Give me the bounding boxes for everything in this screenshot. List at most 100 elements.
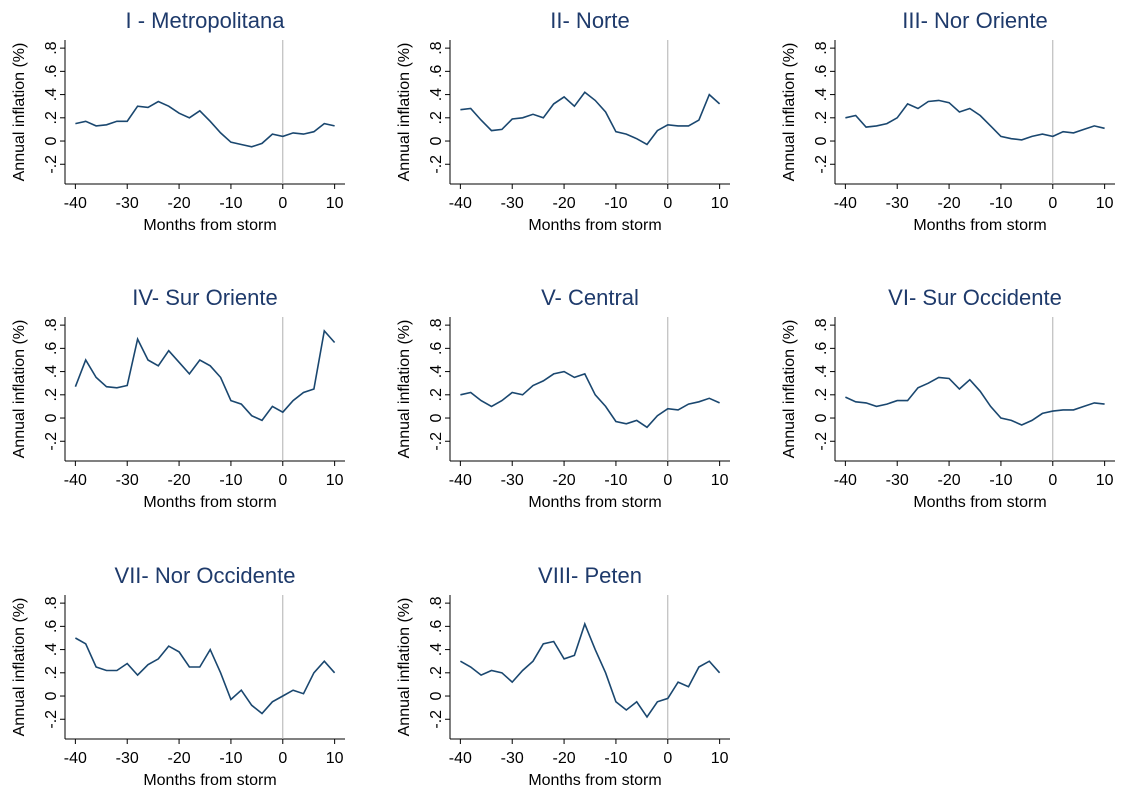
y-tick-label: 0	[43, 136, 60, 145]
y-axis-title: Annual inflation (%)	[396, 320, 413, 459]
panel: I - Metropolitana -.2 0 .2 .4 .6 .8 -40 -30 -20 -1…	[11, 8, 345, 234]
panel-title: V- Central	[541, 285, 639, 310]
x-tick-label: 0	[1048, 472, 1057, 489]
y-tick-label: .4	[43, 88, 60, 101]
x-tick-label: 10	[711, 750, 729, 767]
x-tick-label: -20	[168, 750, 191, 767]
x-tick-label: 0	[663, 750, 672, 767]
x-tick-label: 0	[278, 195, 287, 212]
panel: II- Norte -.2 0 .2 .4 .6 .8 -40 -30 -20 -10 0 10 Mont…	[396, 8, 730, 234]
y-tick-label: .4	[428, 88, 445, 101]
x-tick-label: -40	[834, 472, 857, 489]
x-tick-label: 10	[326, 750, 344, 767]
panel: III- Nor Oriente -.2 0 .2 .4 .6 .8 -40 -30 -20 -10…	[781, 8, 1115, 234]
y-tick-label: .6	[813, 65, 830, 78]
x-axis-title: Months from storm	[913, 217, 1046, 234]
x-tick-label: -30	[501, 195, 524, 212]
x-axis-title: Months from storm	[143, 217, 276, 234]
y-tick-label: 0	[428, 413, 445, 422]
y-tick-label: -.2	[428, 710, 445, 729]
x-tick-label: 0	[1048, 195, 1057, 212]
panel-title: VI- Sur Occidente	[888, 285, 1062, 310]
x-tick-label: -10	[989, 472, 1012, 489]
y-tick-label: .8	[813, 41, 830, 54]
panel-title: III- Nor Oriente	[902, 8, 1047, 33]
panel: VI- Sur Occidente -.2 0 .2 .4 .6 .8 -40 -30 -20 -1…	[781, 285, 1115, 511]
y-tick-label: .8	[43, 41, 60, 54]
x-tick-label: -20	[938, 195, 961, 212]
y-tick-label: .4	[813, 88, 830, 101]
x-tick-label: 0	[278, 750, 287, 767]
y-tick-label: .6	[428, 65, 445, 78]
x-tick-label: -30	[116, 472, 139, 489]
y-tick-label: -.2	[428, 155, 445, 174]
y-tick-label: 0	[813, 136, 830, 145]
y-tick-label: .8	[43, 318, 60, 331]
y-tick-label: .4	[428, 365, 445, 378]
y-tick-label: .2	[428, 111, 445, 124]
y-axis-title: Annual inflation (%)	[11, 43, 28, 182]
x-tick-label: -20	[553, 750, 576, 767]
y-axis-title: Annual inflation (%)	[396, 598, 413, 737]
y-tick-label: .2	[428, 666, 445, 679]
y-tick-label: .4	[43, 365, 60, 378]
y-tick-label: -.2	[428, 432, 445, 451]
y-tick-label: .4	[813, 365, 830, 378]
y-tick-label: .6	[428, 342, 445, 355]
y-tick-label: .6	[428, 620, 445, 633]
panel: VII- Nor Occidente -.2 0 .2 .4 .6 .8 -40 -30 -20 -…	[11, 563, 345, 789]
x-tick-label: -30	[501, 472, 524, 489]
y-tick-label: .6	[43, 342, 60, 355]
y-tick-label: .8	[428, 318, 445, 331]
y-tick-label: -.2	[813, 432, 830, 451]
x-tick-label: -30	[116, 195, 139, 212]
y-tick-label: -.2	[813, 155, 830, 174]
x-tick-label: -10	[604, 472, 627, 489]
y-axis-title: Annual inflation (%)	[781, 43, 798, 182]
x-tick-label: 10	[1096, 195, 1114, 212]
x-tick-label: -40	[449, 195, 472, 212]
data-line	[845, 99, 1105, 141]
y-axis-title: Annual inflation (%)	[781, 320, 798, 459]
data-line	[460, 621, 721, 719]
data-line	[460, 370, 720, 429]
x-axis-title: Months from storm	[528, 494, 661, 511]
x-axis-title: Months from storm	[913, 494, 1046, 511]
x-tick-label: -30	[116, 750, 139, 767]
y-tick-label: .4	[43, 643, 60, 656]
y-tick-label: .2	[43, 111, 60, 124]
panel: IV- Sur Oriente -.2 0 .2 .4 .6 .8 -40 -30 -20 -10 0…	[11, 285, 345, 511]
x-axis-title: Months from storm	[528, 772, 661, 789]
y-tick-label: 0	[43, 413, 60, 422]
data-line	[460, 91, 721, 146]
x-tick-label: -10	[989, 195, 1012, 212]
y-tick-label: .4	[428, 643, 445, 656]
x-tick-label: -10	[219, 750, 242, 767]
panel-title: VIII- Peten	[538, 563, 642, 588]
x-tick-label: 10	[711, 472, 729, 489]
y-tick-label: .8	[428, 41, 445, 54]
x-tick-label: 10	[326, 472, 344, 489]
y-tick-label: 0	[428, 691, 445, 700]
x-tick-label: -10	[604, 750, 627, 767]
y-tick-label: .2	[813, 111, 830, 124]
y-tick-label: 0	[43, 691, 60, 700]
y-tick-label: .8	[43, 596, 60, 609]
x-tick-label: 10	[326, 195, 344, 212]
x-tick-label: 0	[663, 195, 672, 212]
x-tick-label: -10	[604, 195, 627, 212]
y-tick-label: .2	[43, 388, 60, 401]
panel-title: II- Norte	[550, 8, 629, 33]
panel-title: VII- Nor Occidente	[115, 563, 296, 588]
y-tick-label: .2	[813, 388, 830, 401]
y-axis-title: Annual inflation (%)	[11, 598, 28, 737]
x-tick-label: -20	[168, 472, 191, 489]
x-tick-label: 10	[711, 195, 729, 212]
x-tick-label: -20	[553, 195, 576, 212]
data-line	[75, 100, 335, 148]
y-tick-label: .2	[43, 666, 60, 679]
x-tick-label: -40	[449, 750, 472, 767]
y-tick-label: 0	[428, 136, 445, 145]
panel: VIII- Peten -.2 0 .2 .4 .6 .8 -40 -30 -20 -10 0 10 Mo…	[396, 563, 730, 789]
x-axis-title: Months from storm	[528, 217, 661, 234]
